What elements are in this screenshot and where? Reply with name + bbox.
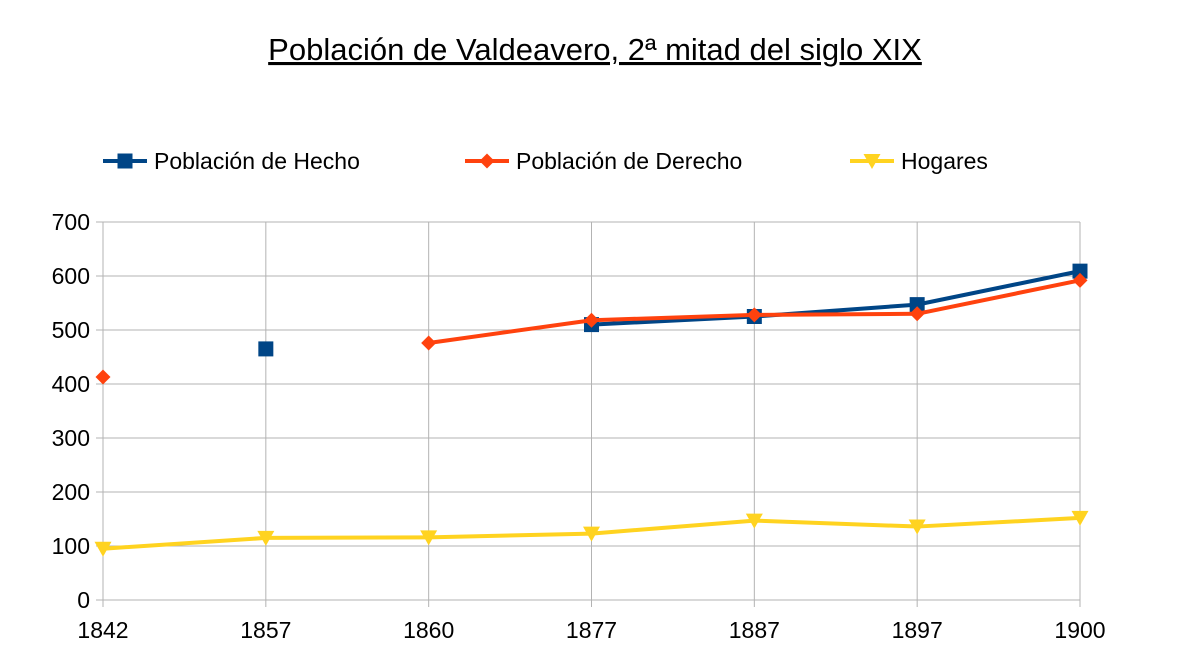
series-1 [258,263,1088,357]
series-2-point-1887 [746,307,762,323]
y-tick-label-400: 400 [52,371,90,397]
x-axis-ticks: 1842 1857 1860 1877 1887 1897 1900 [77,600,1106,643]
series-1-point-1897 [909,297,925,313]
series-2 [95,272,1088,385]
series-3-point-1877 [583,526,600,542]
legend: Población de Hecho Población de Derecho Ho… [103,148,988,174]
series-2-point-1900 [1072,272,1088,288]
series-3-point-1900 [1071,510,1089,526]
legend-item-1: Población de Hecho [103,148,360,174]
y-tick-label-500: 500 [52,317,90,343]
chart-title: Población de Valdeavero, 2ª mitad del si… [268,32,922,67]
legend-marker-2 [479,153,495,169]
y-tick-label-0: 0 [77,587,90,613]
series-3-point-1897 [908,519,926,535]
legend-marker-1 [117,153,133,169]
x-tick-label-1857: 1857 [240,617,291,643]
series-3 [94,510,1089,557]
x-tick-label-1900: 1900 [1054,617,1105,643]
y-tick-label-100: 100 [52,533,90,559]
series-3-point-1842 [94,541,112,557]
legend-item-2: Población de Derecho [465,148,742,174]
series-1-line-2 [591,269,1081,327]
y-tick-label-600: 600 [52,263,90,289]
gridlines [103,221,1081,600]
series-3-point-1860 [420,530,438,546]
y-tick-label-200: 200 [52,479,90,505]
series-1-point-1857 [258,341,274,357]
legend-marker-3 [863,154,881,169]
y-tick-label-300: 300 [52,425,90,451]
y-tick-label-700: 700 [52,209,90,235]
legend-label-3: Hogares [901,148,988,174]
x-tick-label-1897: 1897 [892,617,943,643]
series-3-point-1887 [745,513,763,529]
legend-item-3: Hogares [850,148,988,174]
series-3-point-1857 [257,530,275,546]
x-tick-label-1842: 1842 [77,617,128,643]
series-2-point-1860 [421,335,437,351]
x-tick-label-1887: 1887 [729,617,780,643]
series-2-point-1897 [909,306,925,322]
series-2-point-1877 [584,312,599,328]
x-tick-label-1860: 1860 [403,617,454,643]
legend-label-1: Población de Hecho [154,148,360,174]
x-tick-label-1877: 1877 [566,617,617,643]
series-group [94,263,1089,557]
series-2-point-1842 [95,369,111,385]
legend-label-2: Población de Derecho [516,148,742,174]
series-1-point-1900 [1072,263,1088,279]
y-axis-ticks: 0 100 200 300 400 500 600 700 [52,209,103,613]
